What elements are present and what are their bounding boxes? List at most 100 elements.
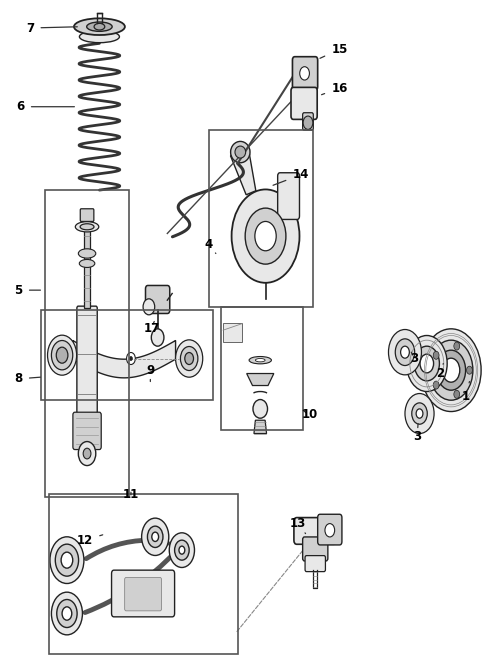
Circle shape <box>175 340 202 378</box>
Circle shape <box>141 518 168 556</box>
Circle shape <box>302 116 312 129</box>
Text: 15: 15 <box>319 43 347 58</box>
Bar <box>83 213 90 308</box>
Circle shape <box>231 189 299 283</box>
FancyBboxPatch shape <box>317 514 341 545</box>
Circle shape <box>179 546 184 554</box>
Circle shape <box>151 532 158 542</box>
Circle shape <box>394 339 414 366</box>
Circle shape <box>432 381 438 389</box>
Circle shape <box>436 350 465 390</box>
Circle shape <box>255 221 276 251</box>
Ellipse shape <box>234 146 245 158</box>
FancyBboxPatch shape <box>304 556 325 572</box>
Text: 2: 2 <box>436 364 443 380</box>
Circle shape <box>180 347 197 370</box>
Circle shape <box>147 526 163 548</box>
Circle shape <box>174 540 189 560</box>
Text: 13: 13 <box>289 517 306 534</box>
Bar <box>208 130 312 307</box>
Text: 14: 14 <box>272 168 308 185</box>
Circle shape <box>466 366 471 374</box>
Text: 10: 10 <box>301 408 317 422</box>
Circle shape <box>55 544 78 576</box>
Circle shape <box>57 600 77 628</box>
Circle shape <box>400 346 408 358</box>
Circle shape <box>244 208 285 264</box>
Text: 16: 16 <box>321 81 347 95</box>
Circle shape <box>169 533 194 568</box>
Circle shape <box>415 409 422 418</box>
Circle shape <box>126 352 135 364</box>
Circle shape <box>83 448 91 459</box>
Circle shape <box>428 340 472 400</box>
FancyBboxPatch shape <box>76 306 97 419</box>
Text: 11: 11 <box>122 488 139 502</box>
Circle shape <box>441 358 459 382</box>
FancyBboxPatch shape <box>302 537 327 561</box>
Circle shape <box>406 336 446 392</box>
Text: 17: 17 <box>143 321 159 335</box>
Ellipse shape <box>78 249 96 258</box>
Circle shape <box>419 354 433 373</box>
Circle shape <box>50 537 84 584</box>
Bar <box>45 190 129 497</box>
FancyBboxPatch shape <box>292 57 317 90</box>
Text: 1: 1 <box>461 382 469 403</box>
Text: 3: 3 <box>409 352 417 366</box>
Circle shape <box>61 552 73 568</box>
Circle shape <box>413 346 439 381</box>
Ellipse shape <box>87 22 112 31</box>
Polygon shape <box>254 420 266 434</box>
Circle shape <box>151 329 164 346</box>
Bar <box>41 310 213 400</box>
FancyBboxPatch shape <box>111 570 174 617</box>
Bar <box>48 494 237 654</box>
Ellipse shape <box>79 31 119 43</box>
FancyBboxPatch shape <box>124 578 161 611</box>
Circle shape <box>388 329 421 375</box>
Circle shape <box>420 329 480 412</box>
Ellipse shape <box>249 356 271 364</box>
FancyBboxPatch shape <box>73 412 101 450</box>
FancyBboxPatch shape <box>80 209 93 221</box>
Circle shape <box>56 347 68 363</box>
Bar <box>220 307 302 430</box>
Text: 12: 12 <box>76 534 103 547</box>
Circle shape <box>404 394 433 434</box>
Circle shape <box>51 341 73 370</box>
Circle shape <box>299 67 309 80</box>
Ellipse shape <box>253 400 267 418</box>
Ellipse shape <box>230 141 250 163</box>
Polygon shape <box>73 340 175 378</box>
FancyBboxPatch shape <box>293 518 336 544</box>
Circle shape <box>62 607 72 620</box>
Text: 5: 5 <box>14 283 40 297</box>
Polygon shape <box>230 146 255 195</box>
Ellipse shape <box>74 19 124 35</box>
Text: 6: 6 <box>16 100 74 113</box>
Text: 9: 9 <box>146 364 154 382</box>
Bar <box>223 323 242 342</box>
Circle shape <box>432 352 438 360</box>
Circle shape <box>184 352 193 364</box>
FancyBboxPatch shape <box>145 285 169 313</box>
Polygon shape <box>246 374 273 386</box>
FancyBboxPatch shape <box>277 173 299 219</box>
Text: 7: 7 <box>26 21 77 35</box>
Text: 3: 3 <box>412 424 420 444</box>
Ellipse shape <box>80 223 94 230</box>
Circle shape <box>453 342 459 350</box>
Text: 4: 4 <box>204 237 215 253</box>
Ellipse shape <box>94 23 105 30</box>
Circle shape <box>143 299 154 315</box>
Circle shape <box>453 390 459 398</box>
FancyBboxPatch shape <box>290 87 317 119</box>
Circle shape <box>51 592 82 635</box>
Circle shape <box>129 356 132 360</box>
Ellipse shape <box>79 259 95 267</box>
Ellipse shape <box>255 359 265 362</box>
Ellipse shape <box>75 221 99 232</box>
Circle shape <box>78 442 96 466</box>
FancyBboxPatch shape <box>302 113 313 130</box>
